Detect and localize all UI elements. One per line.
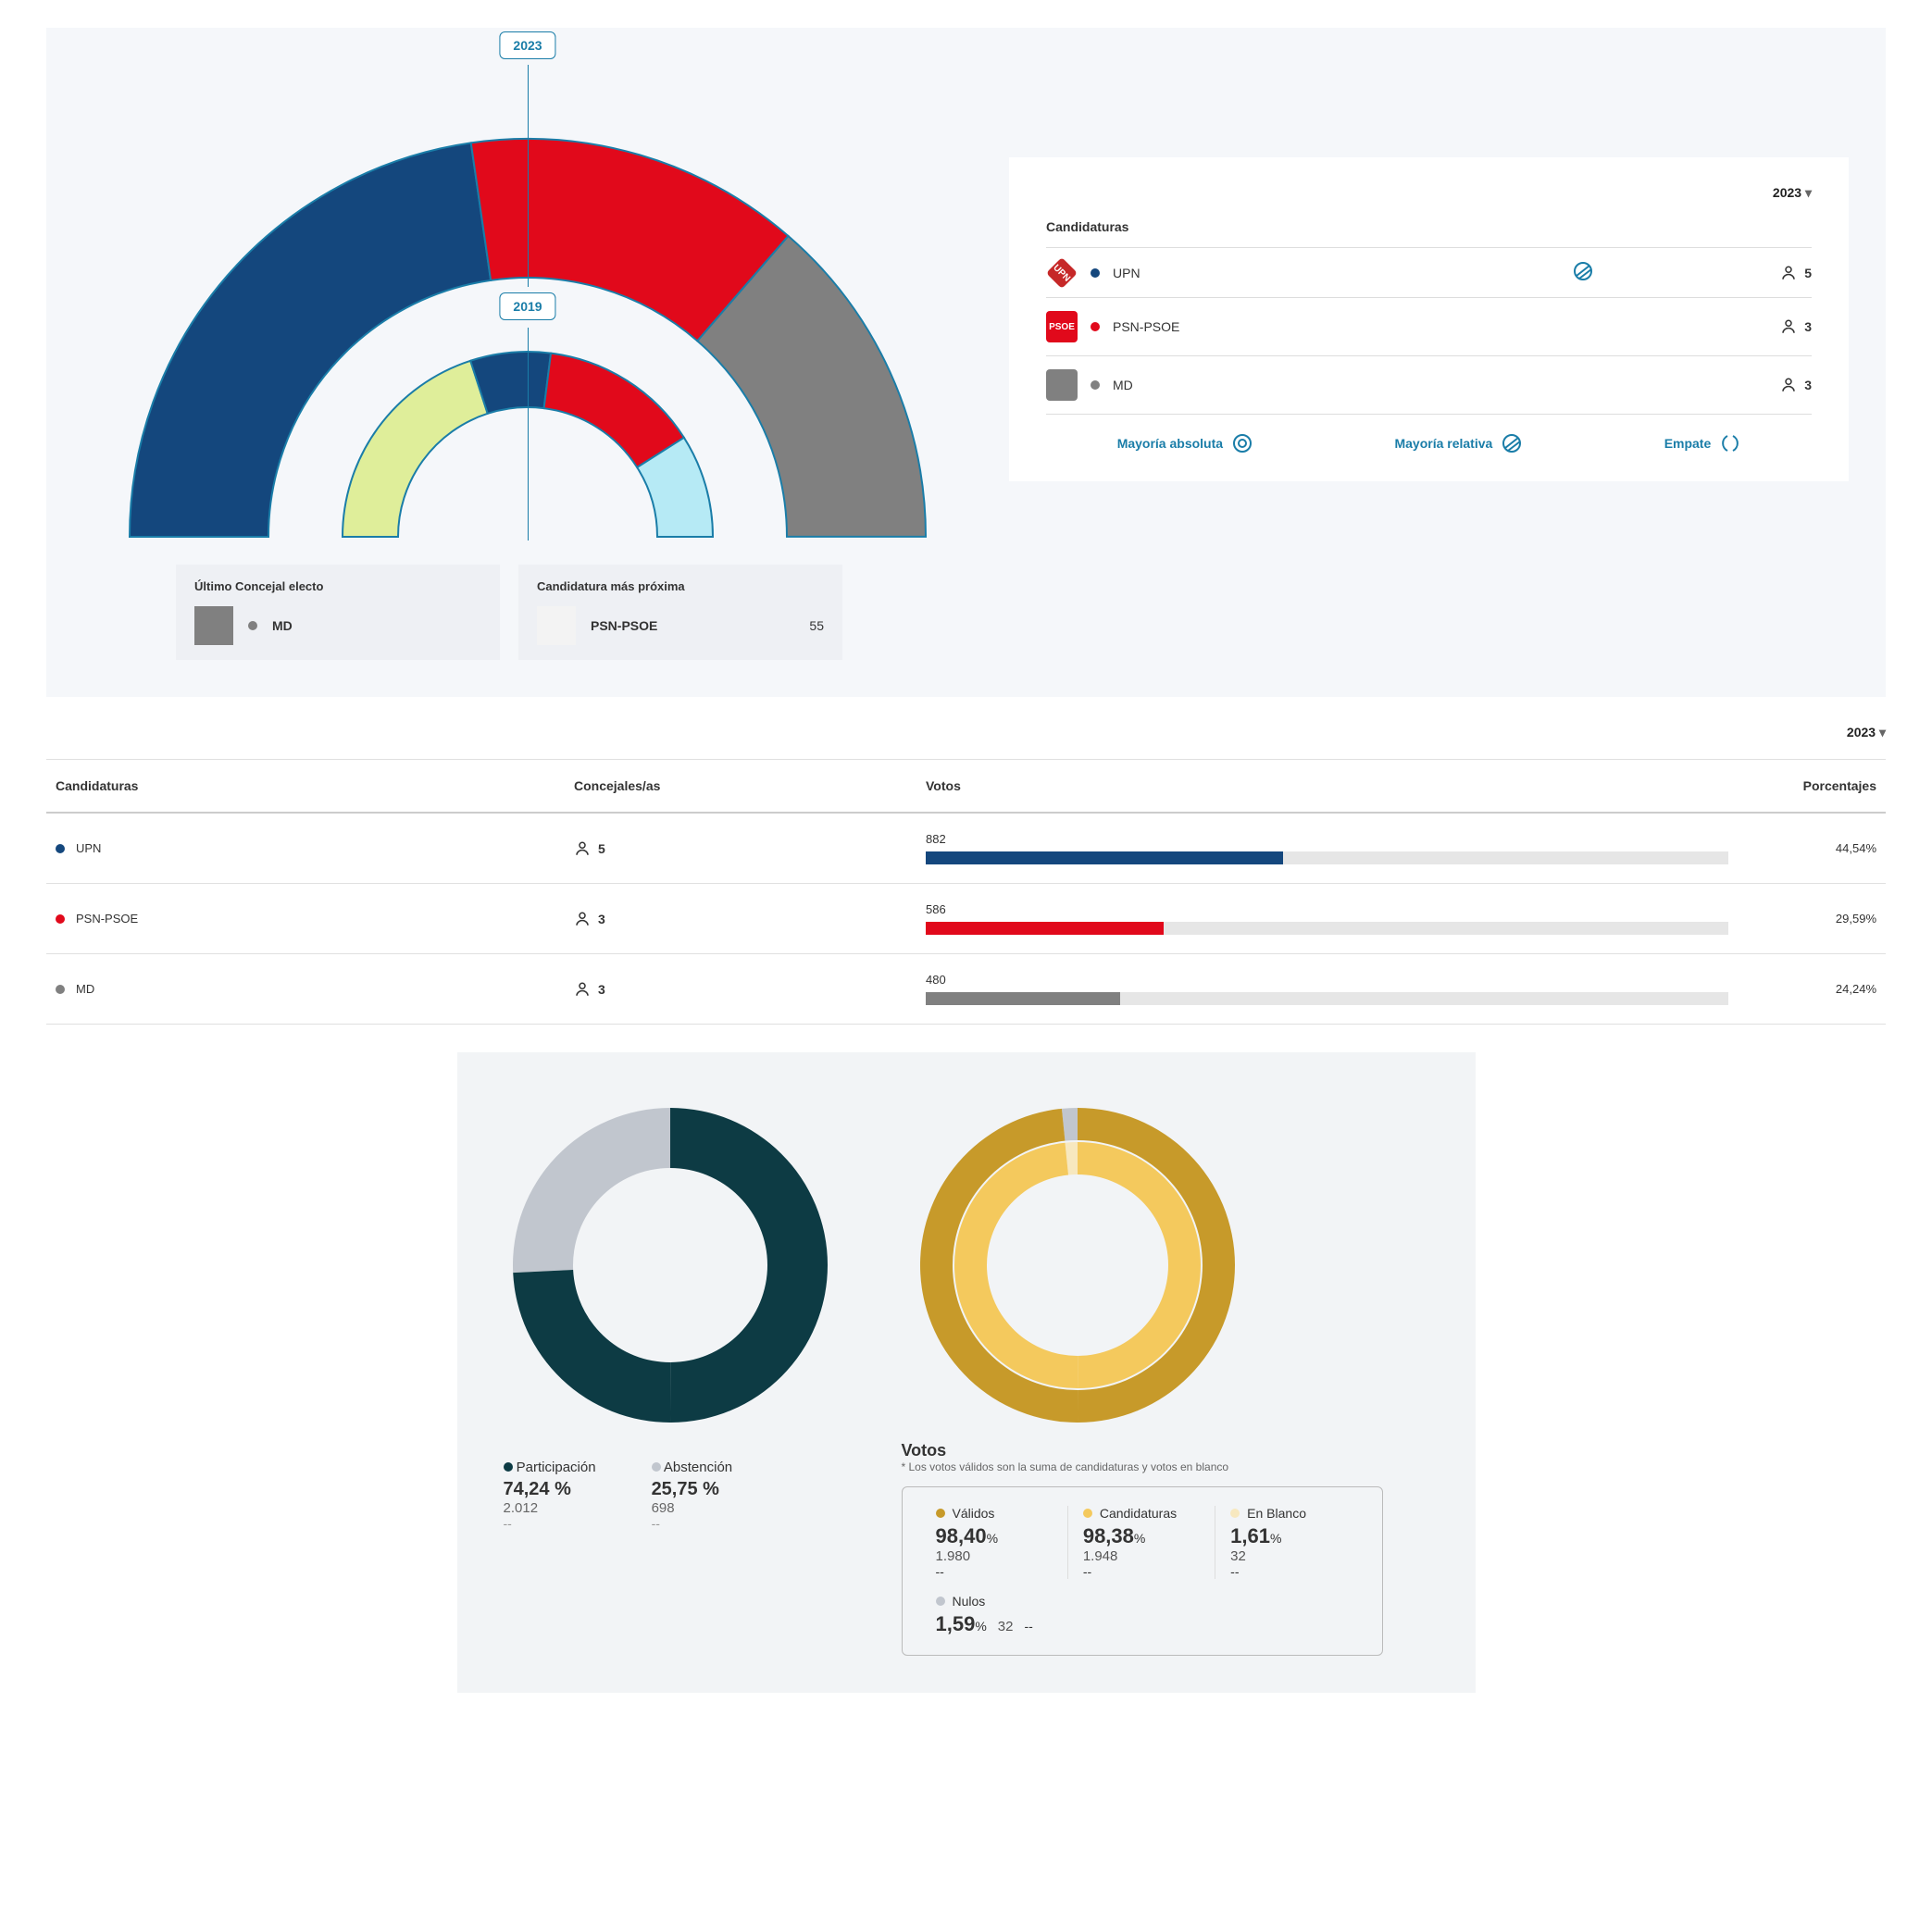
hemicycle-panel: 2023 2019 Último Concejal electo MD Cand… <box>46 28 1886 697</box>
majority-icon <box>1573 261 1595 284</box>
year-label-outer: 2023 <box>499 31 555 59</box>
legend-relative: Mayoría relativa <box>1394 436 1492 451</box>
results-table: 2023 Candidaturas Concejales/as Votos Po… <box>46 725 1886 1025</box>
last-elected-title: Último Concejal electo <box>194 579 481 593</box>
party-name: MD <box>1113 378 1573 392</box>
candidatura-row[interactable]: UPN UPN 5 <box>1046 247 1812 297</box>
row-votes: 882 <box>926 832 1728 864</box>
seats-cell: 3 <box>1780 377 1812 393</box>
votes-title: Votos <box>902 1441 1383 1460</box>
blank-cell: En Blanco 1,61% 32 -- <box>1215 1506 1363 1579</box>
party-dot <box>1091 380 1100 390</box>
candidaturas-cell: Candidaturas 98,38% 1.948 -- <box>1068 1506 1215 1579</box>
table-row: PSN-PSOE358629,59% <box>46 884 1886 954</box>
participation-box: Participación 74,24 % 2.012 -- Abstenció… <box>494 1089 846 1656</box>
hemicycle-charts: 2023 2019 Último Concejal electo MD Cand… <box>83 28 972 660</box>
last-elected-dot <box>248 621 257 630</box>
year-selector[interactable]: 2023 <box>1046 185 1812 201</box>
row-seats: 3 <box>574 911 926 927</box>
th-seats: Concejales/as <box>574 778 926 793</box>
year-label-inner: 2019 <box>499 292 555 320</box>
row-name: UPN <box>56 841 574 855</box>
row-votes: 586 <box>926 902 1728 935</box>
candidaturas-panel: 2023 Candidaturas UPNUPN5PSOEPSN-PSOE3MD… <box>1009 157 1849 481</box>
th-cand: Candidaturas <box>56 778 574 793</box>
table-row: MD348024,24% <box>46 954 1886 1025</box>
next-cand-card: Candidatura más próxima PSN-PSOE 55 <box>518 565 842 660</box>
row-name: MD <box>56 982 574 996</box>
row-votes: 480 <box>926 973 1728 1005</box>
votes-subtitle: * Los votos válidos son la suma de candi… <box>902 1460 1383 1473</box>
next-cand-swatch <box>537 606 576 645</box>
abstention-legend: Abstención 25,75 % 698 -- <box>652 1460 733 1531</box>
relative-icon <box>1502 433 1522 454</box>
table-row: UPN588244,54% <box>46 814 1886 884</box>
year-line-inner <box>528 328 529 541</box>
candidatura-row[interactable]: MD 3 <box>1046 355 1812 415</box>
valid-cell: Válidos 98,40% 1.980 -- <box>921 1506 1068 1579</box>
th-votes: Votos <box>926 778 1728 793</box>
party-dot <box>1091 322 1100 331</box>
table-year-selector[interactable]: 2023 <box>46 725 1886 740</box>
party-logo <box>1046 369 1078 401</box>
row-name: PSN-PSOE <box>56 912 574 926</box>
votes-box: Votos * Los votos válidos son la suma de… <box>902 1089 1383 1656</box>
party-logo: UPN <box>1046 257 1078 289</box>
last-elected-swatch <box>194 606 233 645</box>
next-cand-name: PSN-PSOE <box>591 618 657 633</box>
party-name: UPN <box>1113 266 1573 280</box>
row-pct: 24,24% <box>1728 982 1876 996</box>
participation-legend: Participación 74,24 % 2.012 -- <box>504 1460 596 1531</box>
next-cand-value: 55 <box>809 618 824 633</box>
absolute-icon <box>1232 433 1253 454</box>
null-cell: Nulos 1,59% 32 -- <box>921 1594 1364 1636</box>
tie-icon <box>1720 433 1740 454</box>
legend-absolute: Mayoría absoluta <box>1117 436 1223 451</box>
row-pct: 44,54% <box>1728 841 1876 855</box>
candidatura-row[interactable]: PSOE PSN-PSOE 3 <box>1046 297 1812 355</box>
votes-donut <box>902 1089 1253 1441</box>
row-seats: 5 <box>574 840 926 857</box>
party-dot <box>1091 268 1100 278</box>
last-elected-card: Último Concejal electo MD <box>176 565 500 660</box>
row-seats: 3 <box>574 981 926 998</box>
last-elected-name: MD <box>272 618 293 633</box>
party-name: PSN-PSOE <box>1113 319 1573 334</box>
row-pct: 29,59% <box>1728 912 1876 926</box>
votes-card: Válidos 98,40% 1.980 -- Candidaturas 98,… <box>902 1486 1383 1656</box>
majority-legend: Mayoría absoluta Mayoría relativa Empate <box>1046 415 1812 454</box>
year-line-outer <box>528 65 529 287</box>
candidaturas-title: Candidaturas <box>1046 219 1812 234</box>
party-logo: PSOE <box>1046 311 1078 342</box>
th-pct: Porcentajes <box>1728 778 1876 793</box>
seats-cell: 5 <box>1780 265 1812 281</box>
legend-tie: Empate <box>1664 436 1712 451</box>
participation-donut <box>494 1089 846 1441</box>
seats-cell: 3 <box>1780 318 1812 335</box>
stats-panel: Participación 74,24 % 2.012 -- Abstenció… <box>457 1052 1476 1693</box>
next-cand-title: Candidatura más próxima <box>537 579 824 593</box>
